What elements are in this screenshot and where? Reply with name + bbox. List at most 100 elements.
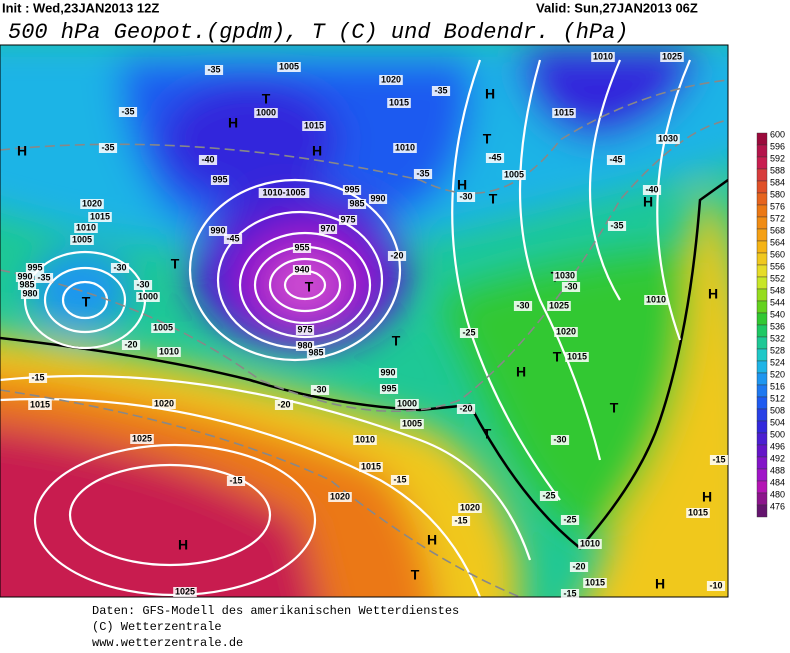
contour-label: 1020: [460, 502, 480, 512]
label-box: [656, 134, 680, 144]
label-box: [709, 455, 729, 465]
label-box: [583, 578, 607, 588]
contour-label: 1025: [549, 300, 569, 310]
colorbar-swatch: [756, 300, 768, 314]
contour-label: 1010: [580, 538, 600, 548]
label-box: [295, 341, 315, 351]
colorbar-label: 480: [770, 489, 785, 499]
label-box: [451, 516, 471, 526]
contour-label: 1020: [556, 326, 576, 336]
label-box: [353, 435, 377, 445]
contour-label: 1010: [76, 222, 96, 232]
label-box: [338, 215, 358, 225]
colorbar-label: 596: [770, 141, 785, 151]
contour-label: 990: [380, 367, 395, 377]
label-box: [121, 340, 141, 350]
pressure-center: H: [228, 115, 238, 131]
map-labels: HHTHHTHTHTTTTHTTTHHHHTHT1005102010151000…: [15, 51, 729, 599]
colorbar-label: 544: [770, 297, 785, 307]
colorbar-swatch: [756, 180, 768, 194]
label-box: [379, 75, 403, 85]
contour-label: -30: [516, 300, 529, 310]
colorbar-label: 572: [770, 213, 785, 223]
colorbar-swatch: [756, 360, 768, 374]
contour-label: 990: [17, 271, 32, 281]
label-box: [152, 399, 176, 409]
pressure-center: T: [171, 256, 180, 272]
pressure-center: T: [489, 191, 498, 207]
contour-label: 1020: [330, 491, 350, 501]
label-box: [456, 404, 476, 414]
label-box: [413, 169, 433, 179]
colorbar-label: 584: [770, 177, 785, 187]
contour-label: 1015: [688, 507, 708, 517]
contour-label: -45: [488, 152, 501, 162]
label-box: [561, 282, 581, 292]
pressure-center: H: [516, 364, 526, 380]
colorbar-swatch: [756, 420, 768, 434]
contour-label: 995: [344, 184, 359, 194]
contour-label: 1015: [304, 120, 324, 130]
contour-label: 975: [297, 324, 312, 334]
contour-label: -30: [136, 279, 149, 289]
pressure-center: T: [610, 400, 619, 416]
label-box: [553, 271, 577, 281]
contour-label: -45: [226, 233, 239, 243]
contour-label: 990: [370, 193, 385, 203]
colorbar-label: 496: [770, 441, 785, 451]
contour-label: -20: [277, 399, 290, 409]
label-box: [552, 108, 576, 118]
label-box: [395, 399, 419, 409]
pressure-center: T: [262, 91, 271, 107]
contour-label: -25: [462, 327, 475, 337]
colorbar-swatch: [756, 396, 768, 410]
colorbar-swatch: [756, 144, 768, 158]
label-box: [133, 280, 153, 290]
contour-label: 980: [22, 288, 37, 298]
colorbar-swatch: [756, 348, 768, 362]
colorbar-label: 556: [770, 261, 785, 271]
label-box: [98, 143, 118, 153]
colorbar-swatch: [756, 312, 768, 326]
contour-label: 940: [294, 264, 309, 274]
colorbar-swatch: [756, 444, 768, 458]
contour-label: 1015: [90, 211, 110, 221]
colorbar-swatch: [756, 216, 768, 230]
pressure-center: H: [427, 532, 437, 548]
contour-label: 1015: [361, 461, 381, 471]
colorbar-label: 580: [770, 189, 785, 199]
contour-label: 1015: [585, 577, 605, 587]
colorbar-label: 484: [770, 477, 785, 487]
colorbar-swatch: [756, 264, 768, 278]
label-box: [539, 491, 559, 501]
colorbar-swatch: [756, 372, 768, 386]
label-box: [25, 263, 45, 273]
label-box: [157, 347, 181, 357]
contour-label: -15: [454, 515, 467, 525]
colorbar-label: 560: [770, 249, 785, 259]
label-box: [431, 86, 451, 96]
label-box: [318, 224, 338, 234]
colorbar-label: 576: [770, 201, 785, 211]
pressure-center: H: [178, 537, 188, 553]
contour-label: 1025: [175, 586, 195, 596]
label-box: [547, 301, 571, 311]
contour-label: 985: [308, 347, 323, 357]
colorbar-label: 516: [770, 381, 785, 391]
colorbar-label: 512: [770, 393, 785, 403]
contour-label: -35: [121, 106, 134, 116]
label-box: [565, 352, 589, 362]
contour-label: -35: [101, 142, 114, 152]
contour-label: 1020: [381, 74, 401, 84]
pressure-center: T: [411, 567, 420, 583]
contour-label: 1030: [555, 270, 575, 280]
contour-label: 1010: [593, 51, 613, 61]
label-box: [686, 508, 710, 518]
contour-label: 1010: [646, 294, 666, 304]
contour-label: -30: [553, 434, 566, 444]
pressure-center: T: [392, 333, 401, 349]
contour-label: 1015: [554, 107, 574, 117]
colorbar-swatch: [756, 492, 768, 506]
pressure-center: T: [483, 131, 492, 147]
label-box: [456, 192, 476, 202]
